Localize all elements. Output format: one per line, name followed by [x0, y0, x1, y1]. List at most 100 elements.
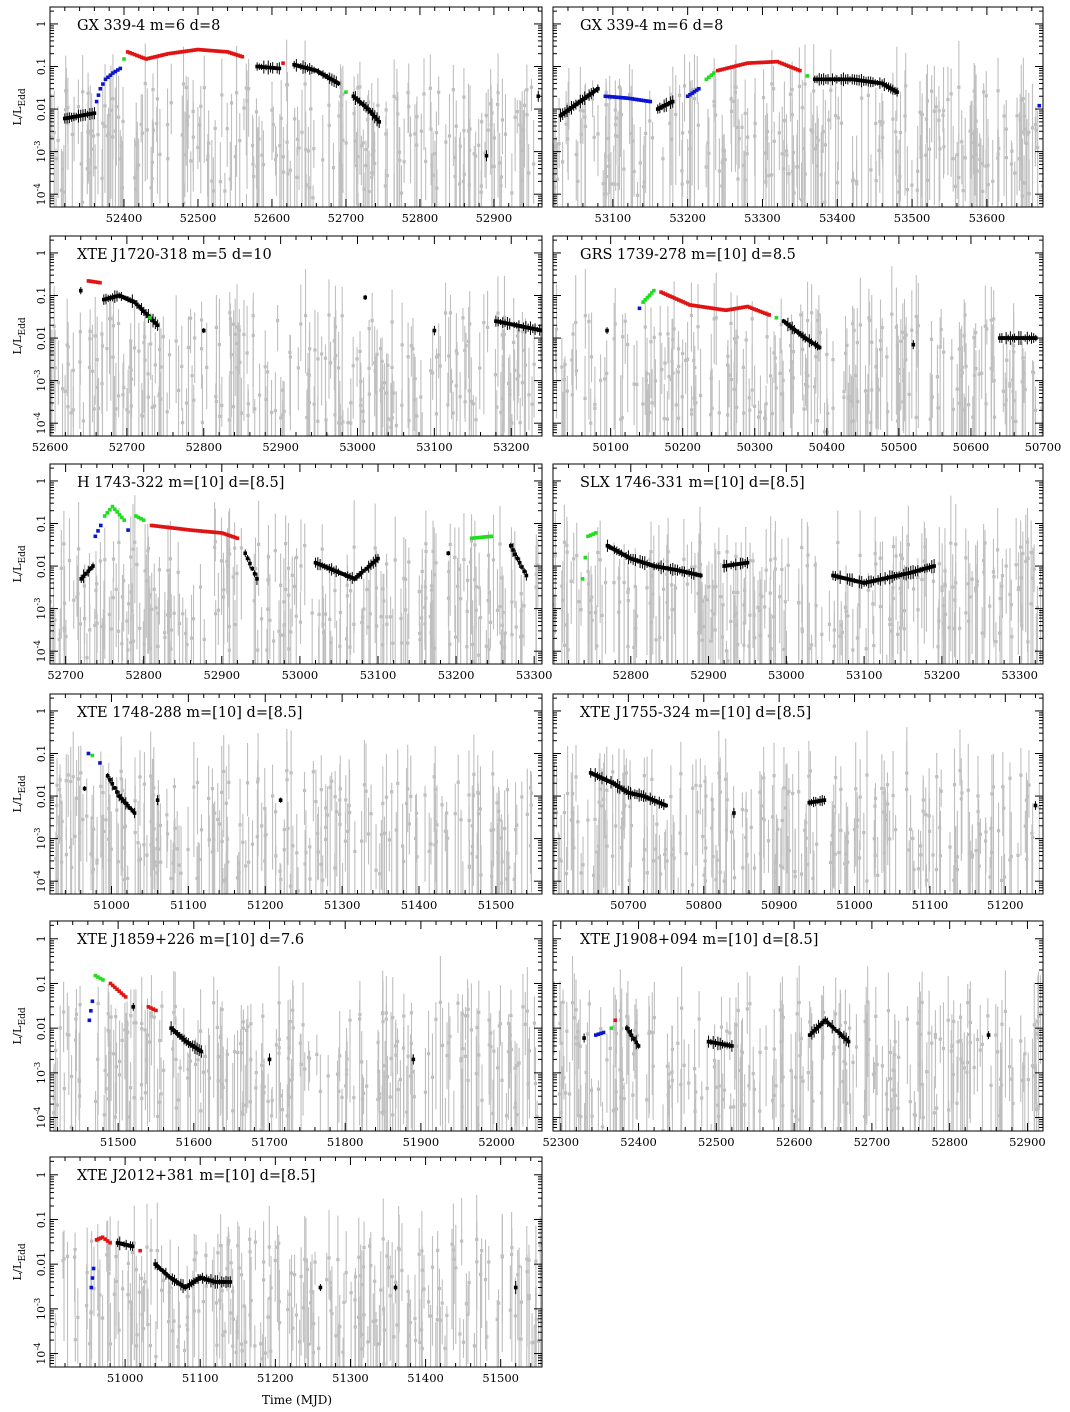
upper-limit-point — [763, 417, 768, 421]
upper-limit-point — [202, 637, 206, 642]
data-point — [752, 60, 757, 65]
upper-limit-point — [119, 144, 123, 148]
data-point — [122, 518, 126, 522]
upper-limit-point — [320, 547, 324, 551]
data-point — [275, 66, 279, 71]
upper-limit-point — [93, 165, 97, 170]
upper-limit-point — [244, 86, 248, 90]
upper-limit-point — [273, 549, 277, 553]
upper-limit-point — [424, 159, 428, 164]
upper-limit-point — [168, 557, 172, 561]
upper-limit-point — [455, 352, 459, 356]
upper-limit-point — [391, 641, 395, 645]
data-point — [743, 561, 747, 565]
upper-limit-point — [980, 631, 984, 635]
upper-limit-point — [256, 648, 260, 652]
upper-limit-point — [866, 389, 870, 393]
data-point — [108, 507, 112, 512]
upper-limit-point — [506, 381, 511, 386]
data-point — [871, 579, 876, 583]
upper-limit-point — [114, 104, 119, 109]
upper-limit-point — [90, 369, 95, 373]
black-segment — [781, 317, 822, 351]
upper-limit-point — [991, 356, 995, 360]
upper-limit-point — [53, 366, 57, 370]
upper-limit-point — [352, 622, 356, 626]
upper-limit-point — [720, 635, 725, 639]
data-point — [596, 86, 600, 91]
upper-limit-point — [231, 322, 236, 326]
data-point — [868, 80, 873, 84]
y-axis-label: L/LEdd — [10, 545, 28, 582]
upper-limit-point — [713, 585, 717, 589]
upper-limit-point — [660, 367, 664, 372]
data-point — [519, 324, 524, 329]
upper-limit-point — [877, 148, 881, 153]
upper-limit-point — [822, 430, 827, 434]
upper-limit-point — [1023, 388, 1027, 392]
upper-limit-point — [554, 144, 558, 148]
data-point — [720, 67, 724, 72]
x-tick-label: 53000 — [282, 668, 319, 682]
upper-limit-point — [95, 358, 99, 362]
data-point — [911, 570, 915, 574]
upper-limit-point — [390, 320, 394, 324]
data-point — [628, 556, 633, 561]
data-point — [151, 318, 155, 323]
upper-limit-point — [192, 398, 196, 402]
data-point — [200, 529, 205, 533]
data-point — [668, 567, 673, 571]
data-point — [846, 77, 850, 82]
upper-limit-point — [863, 389, 868, 393]
data-point — [243, 551, 248, 556]
upper-limit-point — [665, 417, 669, 421]
data-point — [119, 294, 124, 299]
x-tick-label: 53100 — [416, 440, 453, 454]
upper-limit-point — [150, 177, 154, 181]
upper-limit-point — [694, 401, 698, 405]
upper-limit-point — [118, 157, 122, 161]
data-point — [1031, 336, 1036, 340]
upper-limit-point — [818, 330, 822, 335]
data-point — [647, 562, 652, 567]
upper-limit-point — [381, 643, 385, 647]
data-point — [689, 571, 694, 576]
upper-limit-point — [734, 85, 738, 89]
upper-limit-point — [54, 157, 58, 161]
data-point — [688, 303, 692, 307]
upper-limit-point — [714, 113, 718, 117]
upper-limit-point — [525, 88, 529, 92]
data-point — [135, 302, 139, 307]
data-point — [88, 279, 93, 284]
upper-limit-point — [700, 599, 704, 603]
data-point — [635, 559, 640, 563]
data-point — [633, 558, 638, 562]
upper-limit-point — [214, 325, 219, 330]
black-segment — [243, 549, 380, 585]
upper-limit-point — [1020, 130, 1024, 134]
data-point — [95, 280, 100, 285]
upper-limit-point — [374, 391, 378, 395]
data-point — [198, 529, 202, 533]
upper-limit-point — [381, 386, 385, 390]
upper-limit-point — [295, 175, 299, 179]
upper-limit-point — [814, 604, 818, 608]
data-point — [1008, 336, 1013, 340]
upper-limit-point — [938, 345, 942, 349]
upper-limit-point — [186, 115, 190, 119]
upper-limit-point — [1040, 406, 1043, 410]
upper-limit-point — [772, 615, 776, 619]
upper-limit-point — [360, 615, 365, 619]
data-point — [514, 323, 519, 328]
upper-limit-point — [499, 175, 504, 179]
upper-limit-point — [843, 351, 848, 355]
upper-limit-point — [930, 89, 934, 93]
data-point — [666, 101, 671, 106]
upper-limit-point — [181, 82, 186, 86]
upper-limit-point — [606, 136, 610, 141]
upper-limit-point — [1027, 130, 1031, 135]
data-point — [88, 112, 92, 116]
upper-limit-point — [107, 317, 112, 321]
